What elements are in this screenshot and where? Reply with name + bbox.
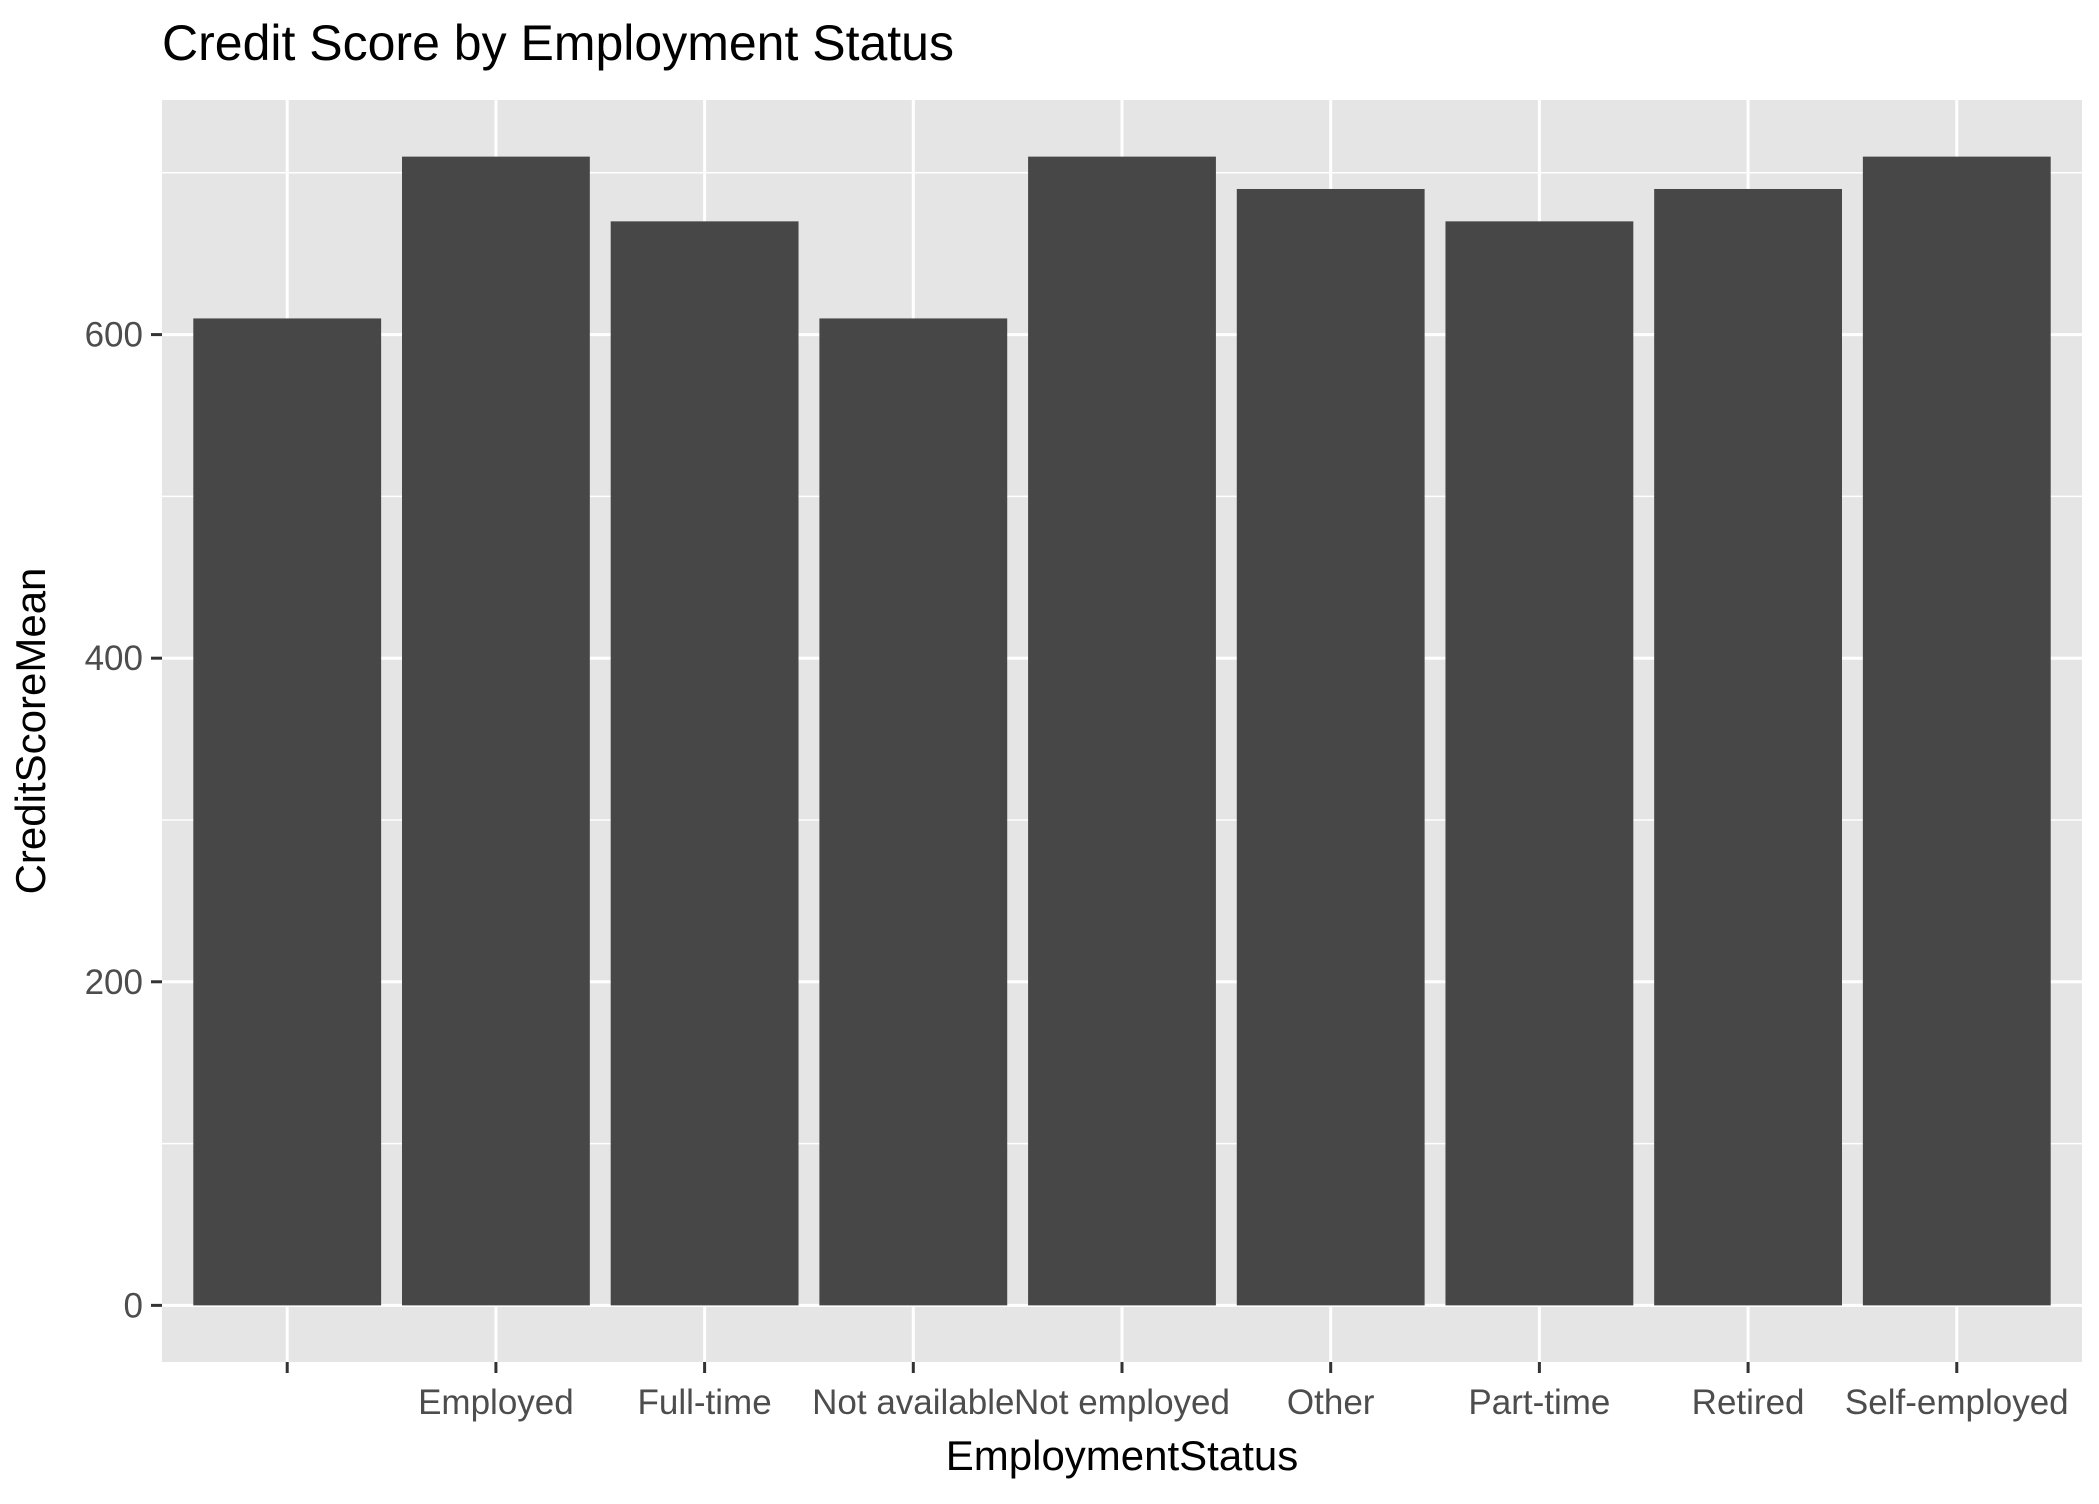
y-tick-label: 200 <box>85 963 143 1002</box>
bar <box>1445 221 1634 1306</box>
x-axis: Employed Full-time Not available Not employ… <box>285 1362 2069 1422</box>
bar <box>819 318 1008 1306</box>
y-axis: 0 200 400 600 <box>85 316 162 1325</box>
bar <box>1654 188 1842 1306</box>
y-tick-label: 600 <box>85 316 143 355</box>
bar <box>1862 156 2051 1306</box>
x-tick-label: Self-employed <box>1845 1383 2069 1422</box>
bar <box>402 156 590 1306</box>
x-axis-title: EmploymentStatus <box>946 1432 1299 1479</box>
bar <box>610 221 799 1306</box>
x-tick-label: Full-time <box>638 1383 772 1422</box>
y-axis-title: CreditScoreMean <box>7 568 54 895</box>
x-tick-label: Retired <box>1692 1383 1805 1422</box>
x-tick-label: Other <box>1287 1383 1375 1422</box>
x-tick-label: Not employed <box>1014 1383 1230 1422</box>
bars <box>193 156 2051 1306</box>
chart-title: Credit Score by Employment Status <box>162 15 954 71</box>
bar <box>193 318 382 1306</box>
y-tick-label: 400 <box>85 639 143 678</box>
bar <box>1028 156 1216 1306</box>
x-tick-label: Not available <box>812 1383 1014 1422</box>
x-tick-label: Part-time <box>1468 1383 1610 1422</box>
bar <box>1236 188 1425 1306</box>
x-tick-label: Employed <box>418 1383 574 1422</box>
y-tick-label: 0 <box>124 1286 143 1325</box>
